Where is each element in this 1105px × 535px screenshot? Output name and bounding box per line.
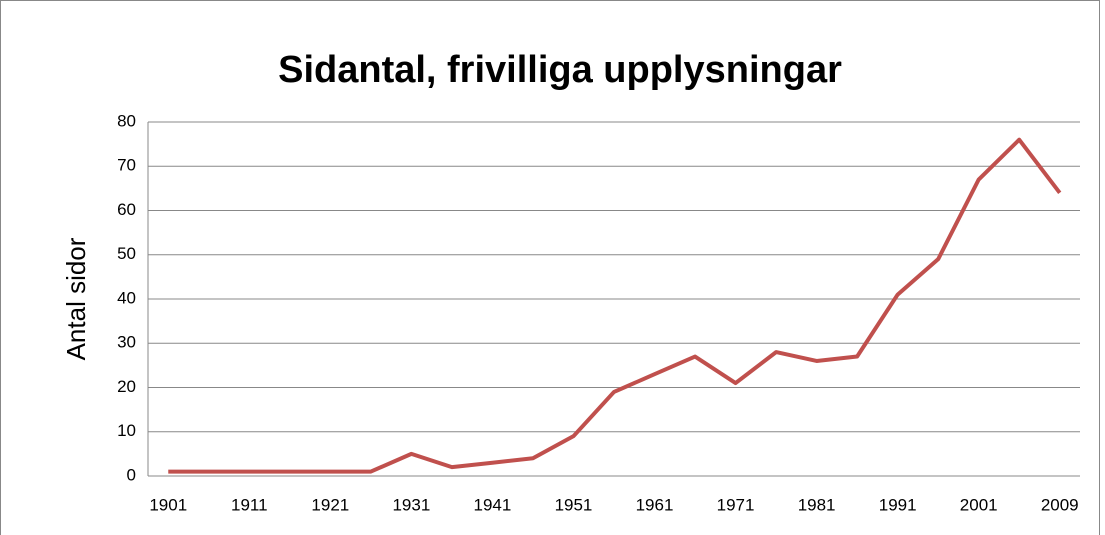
y-tick-label: 60 — [117, 200, 136, 219]
y-tick-label: 10 — [117, 421, 136, 440]
y-tick-label: 20 — [117, 377, 136, 396]
x-tick-label: 2001 — [960, 495, 998, 514]
y-tick-label: 40 — [117, 288, 136, 307]
x-tick-label: 1971 — [717, 495, 755, 514]
x-tick-label: 1951 — [555, 495, 593, 514]
x-tick-label: 1901 — [149, 495, 187, 514]
x-tick-label: 1911 — [231, 495, 268, 514]
y-tick-label: 50 — [117, 244, 136, 263]
x-tick-label: 1981 — [798, 495, 836, 514]
x-tick-label: 2009 — [1041, 495, 1079, 514]
y-axis-label: Antal sidor — [61, 237, 91, 360]
y-tick-label: 70 — [117, 156, 136, 175]
x-tick-label: 1961 — [636, 495, 674, 514]
y-tick-label: 30 — [117, 333, 136, 352]
x-tick-label: 1941 — [474, 495, 512, 514]
x-tick-label: 1931 — [392, 495, 430, 514]
chart-title: Sidantal, frivilliga upplysningar — [278, 49, 842, 91]
y-tick-label: 80 — [117, 111, 136, 130]
x-tick-label: 1991 — [879, 495, 917, 514]
y-tick-label: 0 — [127, 465, 136, 484]
x-tick-label: 1921 — [311, 495, 349, 514]
data-line — [168, 137, 1062, 474]
